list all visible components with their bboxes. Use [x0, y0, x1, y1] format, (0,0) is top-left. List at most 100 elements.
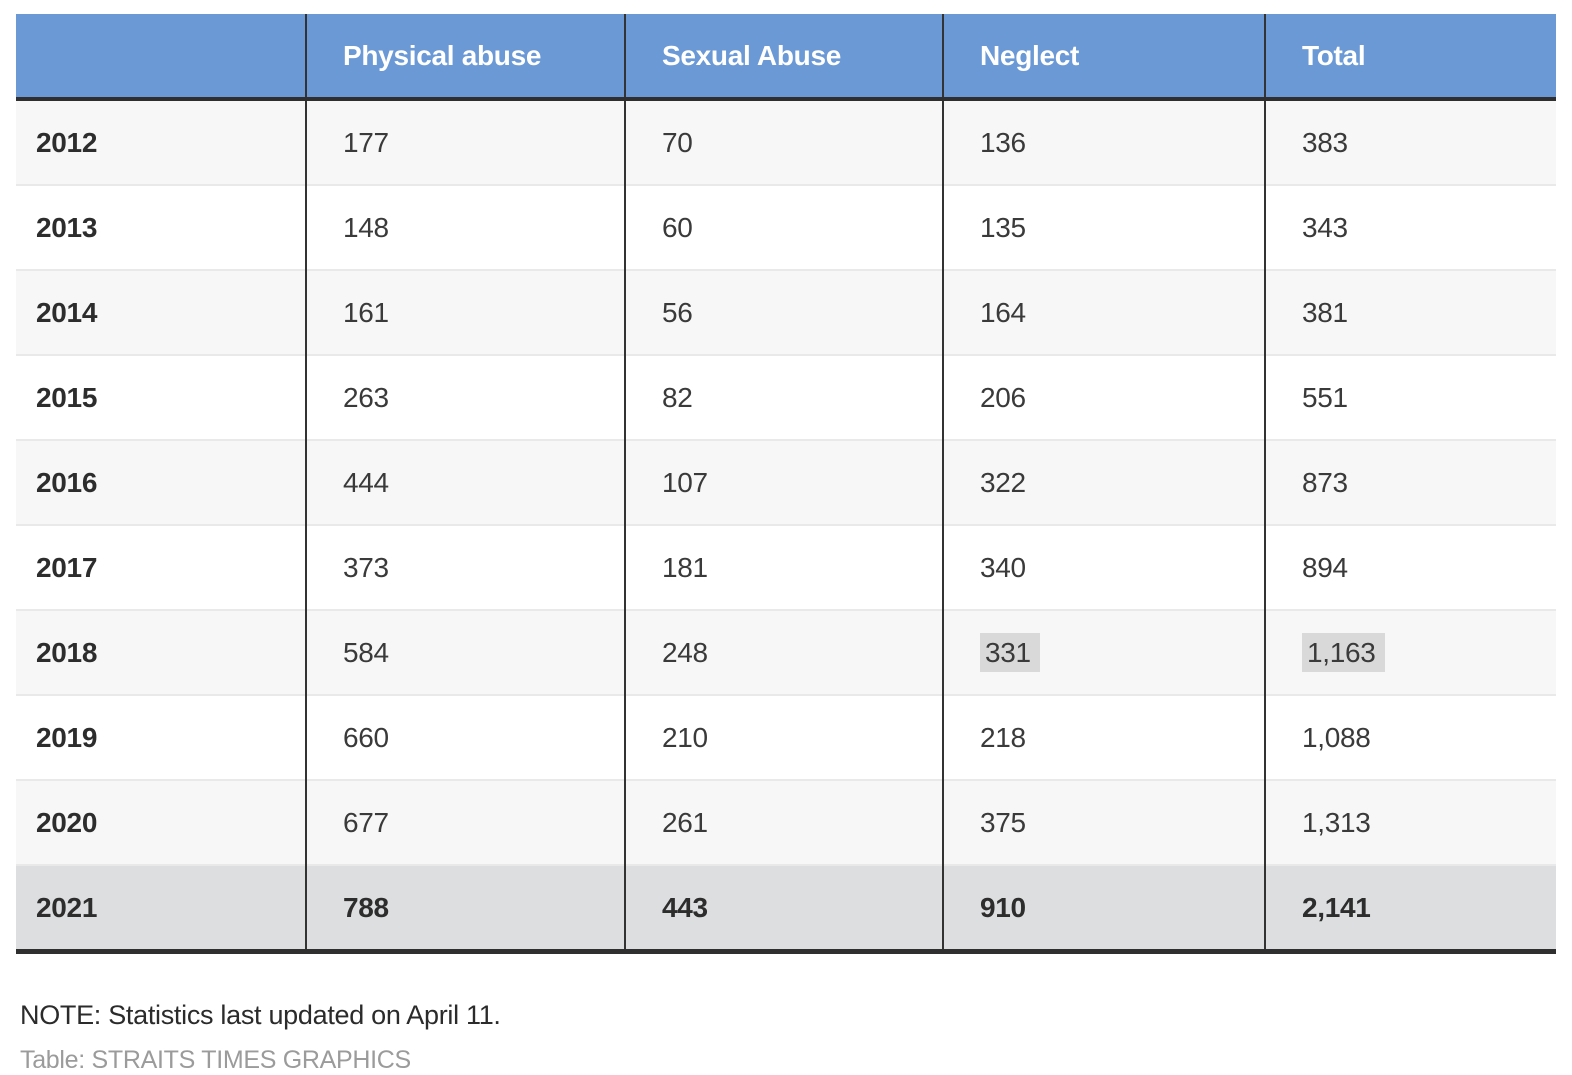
table-row: 2015 263 82 206 551	[16, 354, 1556, 440]
cell-value: 381	[1302, 296, 1348, 328]
cell-value: 910	[980, 891, 1026, 923]
note-text: NOTE: Statistics last updated on April 1…	[20, 1000, 501, 1030]
value-cell-sexual-abuse: 210	[624, 694, 943, 780]
value-cell-physical-abuse: 677	[305, 779, 625, 865]
header-cell-physical-abuse: Physical abuse	[305, 14, 625, 101]
cell-value: 60	[662, 211, 693, 243]
cell-value: 677	[343, 806, 389, 838]
cell-value: 331	[980, 632, 1040, 672]
cell-value: 551	[1302, 381, 1348, 413]
value-cell-sexual-abuse: 82	[624, 354, 943, 440]
value-cell-total: 1,313	[1264, 779, 1556, 865]
table-row: 2012 177 70 136 383	[16, 99, 1556, 185]
value-cell-physical-abuse: 161	[305, 269, 625, 355]
cell-value: 164	[980, 296, 1026, 328]
cell-value: 210	[662, 721, 708, 753]
year-cell: 2019	[16, 694, 306, 780]
value-cell-total: 1,163	[1264, 609, 1556, 695]
table-row: 2018 584 248 331 1,163	[16, 609, 1556, 695]
cell-value: 177	[343, 126, 389, 158]
cell-value: 1,313	[1302, 806, 1371, 838]
table-row: 2014 161 56 164 381	[16, 269, 1556, 355]
value-cell-sexual-abuse: 443	[624, 864, 943, 952]
table-row: 2020 677 261 375 1,313	[16, 779, 1556, 865]
value-cell-sexual-abuse: 60	[624, 184, 943, 270]
header-cell-sexual-abuse: Sexual Abuse	[624, 14, 943, 101]
year-cell: 2015	[16, 354, 306, 440]
value-cell-neglect: 164	[942, 269, 1265, 355]
cell-value: 373	[343, 551, 389, 583]
value-cell-neglect: 135	[942, 184, 1265, 270]
cell-value: 1,088	[1302, 721, 1371, 753]
cell-value: 56	[662, 296, 693, 328]
year-cell: 2013	[16, 184, 306, 270]
cell-value: 181	[662, 551, 708, 583]
cell-value: 788	[343, 891, 389, 923]
cell-value: 2,141	[1302, 891, 1371, 923]
value-cell-physical-abuse: 148	[305, 184, 625, 270]
value-cell-neglect: 136	[942, 99, 1265, 185]
cell-value: 263	[343, 381, 389, 413]
table-row: 2017 373 181 340 894	[16, 524, 1556, 610]
value-cell-neglect: 218	[942, 694, 1265, 780]
value-cell-sexual-abuse: 70	[624, 99, 943, 185]
cell-value: 136	[980, 126, 1026, 158]
cell-value: 135	[980, 211, 1026, 243]
value-cell-total: 1,088	[1264, 694, 1556, 780]
value-cell-physical-abuse: 660	[305, 694, 625, 780]
year-cell: 2016	[16, 439, 306, 525]
table-header: Physical abuse Sexual Abuse Neglect Tota…	[16, 14, 1556, 101]
year-cell: 2012	[36, 126, 98, 158]
table-row: 2019 660 210 218 1,088	[16, 694, 1556, 780]
value-cell-neglect: 340	[942, 524, 1265, 610]
value-cell-total: 894	[1264, 524, 1556, 610]
year-cell: 2020	[16, 779, 306, 865]
value-cell-physical-abuse: 584	[305, 609, 625, 695]
value-cell-physical-abuse: 444	[305, 439, 625, 525]
value-cell-sexual-abuse: 248	[624, 609, 943, 695]
table-row: 2013 148 60 135 343	[16, 184, 1556, 270]
cell-value: 322	[980, 466, 1026, 498]
year-cell: 2018	[16, 609, 306, 695]
cell-value: 107	[662, 466, 708, 498]
value-cell-neglect: 206	[942, 354, 1265, 440]
cell-value: 894	[1302, 551, 1348, 583]
cell-value: 443	[662, 891, 708, 923]
cell-value: 206	[980, 381, 1026, 413]
cell-value: 383	[1302, 126, 1348, 158]
cell-value: 660	[343, 721, 389, 753]
year-cell: 2017	[16, 524, 306, 610]
value-cell-neglect: 375	[942, 779, 1265, 865]
cell-value: 584	[343, 636, 389, 668]
value-cell-sexual-abuse: 107	[624, 439, 943, 525]
cell-value: 218	[980, 721, 1026, 753]
header-cell-year	[16, 14, 306, 101]
value-cell-total: 381	[1264, 269, 1556, 355]
value-cell-total: 343	[1264, 184, 1556, 270]
year-cell: 2014	[16, 269, 306, 355]
statistics-table: Physical abuse Sexual Abuse Neglect Tota…	[16, 14, 1556, 954]
cell-value: 1,163	[1302, 632, 1385, 672]
cell-value: 161	[343, 296, 389, 328]
table-row: 2016 444 107 322 873	[16, 439, 1556, 525]
cell-value: 148	[343, 211, 389, 243]
table-body: 2012 177 70 136 383 2013 148 60 135 343 …	[16, 99, 1556, 952]
cell-value: 70	[662, 126, 693, 158]
header-cell-total: Total	[1264, 14, 1556, 101]
cell-value: 82	[662, 381, 693, 413]
value-cell-total: 2,141	[1264, 864, 1556, 952]
value-cell-physical-abuse: 263	[305, 354, 625, 440]
cell-value: 444	[343, 466, 389, 498]
header-row: Physical abuse Sexual Abuse Neglect Tota…	[16, 14, 1556, 101]
value-cell-total: 551	[1264, 354, 1556, 440]
value-cell-total: 873	[1264, 439, 1556, 525]
value-cell-physical-abuse: 373	[305, 524, 625, 610]
value-cell-sexual-abuse: 261	[624, 779, 943, 865]
value-cell-total: 383	[1264, 99, 1556, 185]
value-cell-sexual-abuse: 56	[624, 269, 943, 355]
value-cell-neglect: 322	[942, 439, 1265, 525]
value-cell-neglect: 910	[942, 864, 1265, 952]
cell-value: 873	[1302, 466, 1348, 498]
value-cell-physical-abuse: 177	[305, 99, 625, 185]
